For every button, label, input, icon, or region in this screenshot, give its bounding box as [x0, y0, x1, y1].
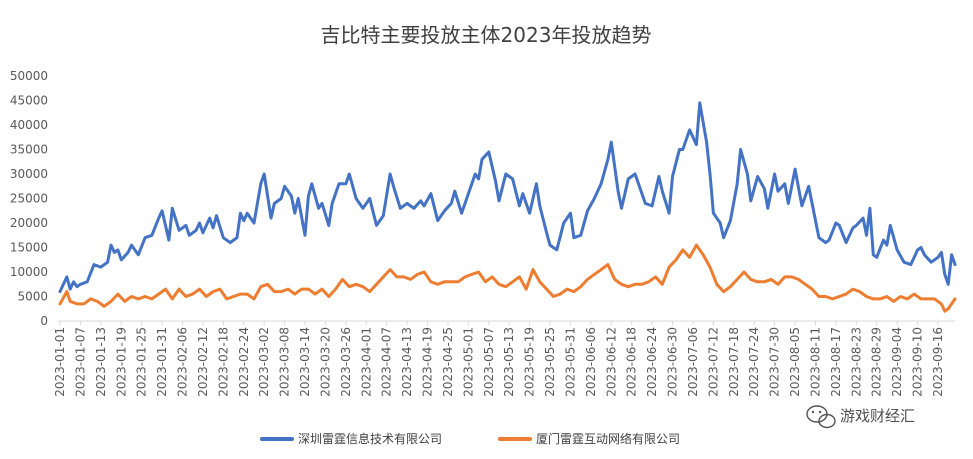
x-tick-label: 2023-06-06 — [584, 327, 598, 397]
x-tick-label: 2023-06-30 — [666, 327, 680, 397]
watermark-text: 游戏财经汇 — [840, 407, 915, 425]
legend-label-1: 深圳雷霆信息技术有限公司 — [298, 431, 442, 446]
y-tick-label: 45000 — [10, 94, 48, 108]
x-tick-label: 2023-05-25 — [543, 327, 557, 397]
x-tick-label: 2023-03-20 — [318, 327, 332, 397]
y-tick-label: 25000 — [10, 192, 48, 206]
legend: 深圳雷霆信息技术有限公司 厦门雷霆互动网络有限公司 — [260, 431, 680, 446]
x-tick-label: 2023-08-05 — [788, 327, 802, 397]
legend-item-1: 深圳雷霆信息技术有限公司 — [260, 431, 442, 446]
x-tick-label: 2023-05-07 — [482, 327, 496, 397]
x-tick-label: 2023-05-13 — [502, 327, 516, 397]
x-tick-label: 2023-01-07 — [73, 327, 87, 397]
x-tick-label: 2023-08-23 — [849, 327, 863, 397]
x-tick-label: 2023-02-06 — [176, 327, 190, 397]
legend-item-2: 厦门雷霆互动网络有限公司 — [498, 431, 680, 446]
y-tick-label: 15000 — [10, 241, 48, 255]
x-tick-label: 2023-07-12 — [706, 327, 720, 397]
y-tick-label: 10000 — [10, 265, 48, 279]
x-tick-label: 2023-04-13 — [400, 327, 414, 397]
x-axis-ticks: 2023-01-01 2023-01-07 2023-01-13 2023-01-19… — [53, 321, 945, 397]
y-tick-label: 5000 — [17, 290, 48, 304]
y-tick-label: 20000 — [10, 216, 48, 230]
x-tick-label: 2023-05-01 — [461, 327, 475, 397]
x-tick-label: 2023-06-24 — [645, 327, 659, 397]
x-tick-label: 2023-01-25 — [135, 327, 149, 397]
x-tick-label: 2023-03-26 — [339, 327, 353, 397]
series-lines — [58, 101, 957, 313]
chart-title: 吉比特主要投放主体2023年投放趋势 — [321, 23, 652, 47]
x-tick-label: 2023-07-18 — [727, 327, 741, 397]
x-tick-label: 2023-02-24 — [237, 327, 251, 397]
x-tick-label: 2023-05-31 — [563, 327, 577, 397]
x-tick-label: 2023-08-29 — [870, 327, 884, 397]
x-tick-label: 2023-01-13 — [94, 327, 108, 397]
series-line-2 — [58, 243, 957, 313]
y-tick-label: 0 — [40, 314, 48, 328]
x-tick-label: 2023-03-08 — [278, 327, 292, 397]
x-tick-label: 2023-09-04 — [890, 327, 904, 397]
x-tick-label: 2023-08-11 — [808, 327, 822, 397]
x-tick-label: 2023-06-12 — [604, 327, 618, 397]
x-tick-label: 2023-04-07 — [380, 327, 394, 397]
y-tick-label: 30000 — [10, 167, 48, 181]
wechat-logo-icon — [806, 405, 836, 429]
legend-label-2: 厦门雷霆互动网络有限公司 — [536, 431, 680, 446]
x-tick-label: 2023-06-18 — [625, 327, 639, 397]
x-tick-label: 2023-09-10 — [911, 327, 925, 397]
x-tick-label: 2023-01-01 — [53, 327, 67, 397]
x-tick-label: 2023-04-01 — [359, 327, 373, 397]
x-tick-label: 2023-07-24 — [747, 327, 761, 397]
y-axis-ticks: 0 5000 10000 15000 20000 25000 30000 35000 40000… — [10, 69, 48, 328]
x-tick-label: 2023-09-16 — [931, 327, 945, 397]
series-line-1 — [58, 101, 957, 294]
x-tick-label: 2023-04-19 — [421, 327, 435, 397]
x-tick-label: 2023-07-30 — [768, 327, 782, 397]
x-tick-label: 2023-01-31 — [155, 327, 169, 397]
x-tick-label: 2023-08-17 — [829, 327, 843, 397]
x-tick-label: 2023-05-19 — [523, 327, 537, 397]
watermark: 游戏财经汇 — [806, 405, 915, 429]
x-tick-label: 2023-02-12 — [196, 327, 210, 397]
y-tick-label: 40000 — [10, 118, 48, 132]
y-tick-label: 50000 — [10, 69, 48, 83]
x-tick-label: 2023-01-19 — [114, 327, 128, 397]
x-tick-label: 2023-03-14 — [298, 327, 312, 397]
x-tick-label: 2023-07-06 — [686, 327, 700, 397]
y-tick-label: 35000 — [10, 143, 48, 157]
x-tick-label: 2023-04-25 — [441, 327, 455, 397]
x-tick-label: 2023-02-18 — [216, 327, 230, 397]
x-tick-label: 2023-03-02 — [257, 327, 271, 397]
